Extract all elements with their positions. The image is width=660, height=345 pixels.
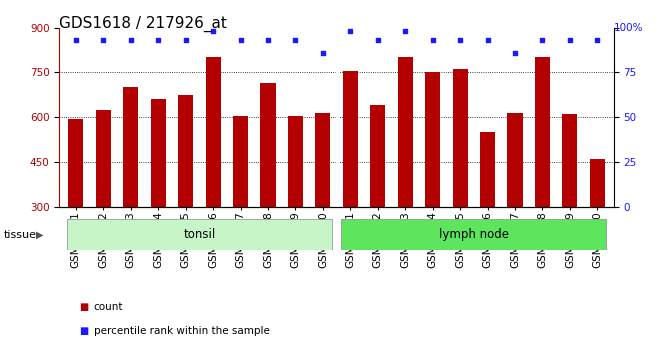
- Text: lymph node: lymph node: [439, 228, 509, 241]
- Point: [290, 37, 301, 43]
- Bar: [590, 159, 605, 207]
- Bar: [343, 71, 358, 207]
- Bar: [69, 119, 83, 207]
- Bar: [67, 219, 332, 250]
- Point: [235, 37, 246, 43]
- Point: [428, 37, 438, 43]
- Text: ▶: ▶: [36, 230, 44, 239]
- Bar: [562, 114, 578, 207]
- Bar: [96, 110, 111, 207]
- Point: [592, 37, 603, 43]
- Text: ■: ■: [79, 302, 88, 312]
- Bar: [480, 132, 495, 207]
- Point: [482, 37, 493, 43]
- Bar: [508, 113, 523, 207]
- Bar: [123, 87, 139, 207]
- Point: [564, 37, 575, 43]
- Bar: [398, 58, 412, 207]
- Point: [71, 37, 81, 43]
- Point: [263, 37, 273, 43]
- Point: [98, 37, 109, 43]
- Point: [317, 50, 328, 56]
- Bar: [288, 116, 303, 207]
- Bar: [341, 219, 607, 250]
- Bar: [178, 95, 193, 207]
- Point: [208, 28, 218, 34]
- Point: [125, 37, 136, 43]
- Bar: [535, 58, 550, 207]
- Text: tonsil: tonsil: [183, 228, 216, 241]
- Point: [153, 37, 164, 43]
- Point: [537, 37, 548, 43]
- Point: [400, 28, 411, 34]
- Text: ■: ■: [79, 326, 88, 336]
- Point: [180, 37, 191, 43]
- Bar: [233, 116, 248, 207]
- Bar: [261, 83, 275, 207]
- Bar: [205, 58, 220, 207]
- Bar: [150, 99, 166, 207]
- Bar: [370, 105, 385, 207]
- Point: [510, 50, 520, 56]
- Bar: [315, 113, 331, 207]
- Point: [345, 28, 356, 34]
- Text: 100%: 100%: [614, 23, 644, 32]
- Text: GDS1618 / 217926_at: GDS1618 / 217926_at: [59, 16, 227, 32]
- Text: tissue: tissue: [3, 230, 36, 239]
- Point: [455, 37, 465, 43]
- Bar: [425, 72, 440, 207]
- Text: percentile rank within the sample: percentile rank within the sample: [94, 326, 269, 336]
- Bar: [453, 69, 468, 207]
- Point: [372, 37, 383, 43]
- Text: count: count: [94, 302, 123, 312]
